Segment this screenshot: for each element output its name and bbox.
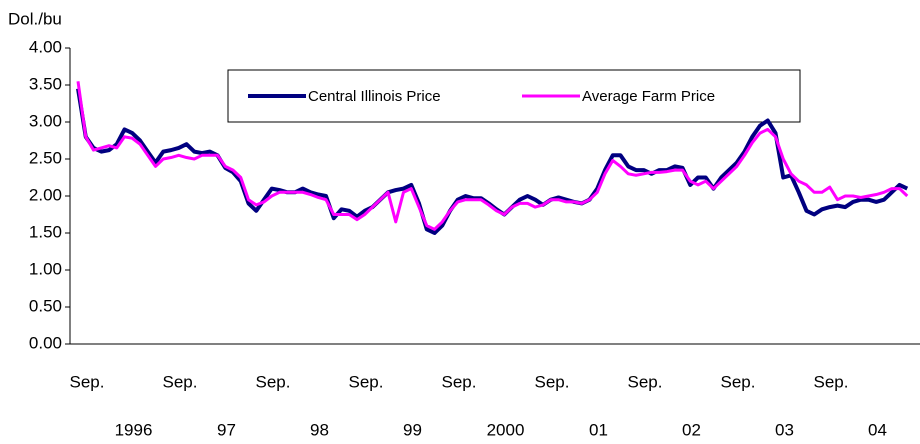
y-tick-label: 3.00 bbox=[29, 111, 62, 130]
x-tick-label: Sep. bbox=[535, 372, 570, 391]
year-label: 02 bbox=[682, 420, 701, 439]
y-tick-label: 0.50 bbox=[29, 296, 62, 315]
year-label: 97 bbox=[217, 420, 236, 439]
x-tick-label: Sep. bbox=[163, 372, 198, 391]
legend-label: Central Illinois Price bbox=[308, 88, 441, 105]
y-tick-label: 3.50 bbox=[29, 74, 62, 93]
y-tick-label: 2.50 bbox=[29, 148, 62, 167]
legend-frame bbox=[227, 69, 801, 123]
y-axis-title: Dol./bu bbox=[8, 9, 62, 28]
y-tick-label: 1.50 bbox=[29, 222, 62, 241]
year-label: 01 bbox=[589, 420, 608, 439]
y-tick-label: 4.00 bbox=[29, 37, 62, 56]
legend-label: Average Farm Price bbox=[582, 88, 715, 105]
year-label: 04 bbox=[868, 420, 887, 439]
x-tick-label: Sep. bbox=[349, 372, 384, 391]
legend: Central Illinois Price Average Farm Price bbox=[227, 69, 801, 123]
year-label: 2000 bbox=[487, 420, 525, 439]
y-tick-label: 0.00 bbox=[29, 333, 62, 352]
x-tick-label: Sep. bbox=[628, 372, 663, 391]
x-tick-label: Sep. bbox=[256, 372, 291, 391]
y-tick-label: 1.00 bbox=[29, 259, 62, 278]
year-label: 98 bbox=[310, 420, 329, 439]
x-tick-label: Sep. bbox=[442, 372, 477, 391]
year-label: 03 bbox=[775, 420, 794, 439]
x-tick-label: Sep. bbox=[814, 372, 849, 391]
year-label: 99 bbox=[403, 420, 422, 439]
y-tick-label: 2.00 bbox=[29, 185, 62, 204]
year-label: 1996 bbox=[115, 420, 153, 439]
x-tick-label: Sep. bbox=[721, 372, 756, 391]
x-tick-label: Sep. bbox=[70, 372, 105, 391]
series-line bbox=[76, 81, 909, 231]
